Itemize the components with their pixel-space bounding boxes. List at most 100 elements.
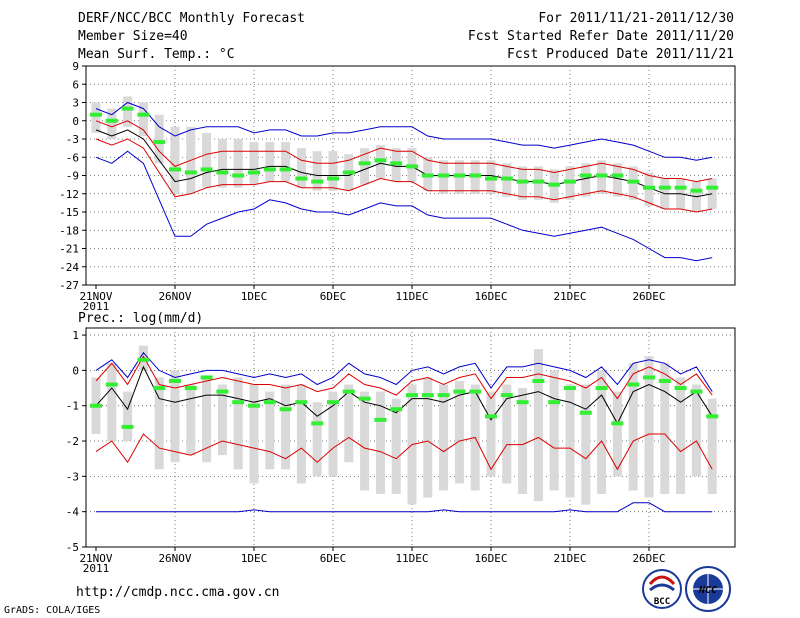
precip-median-mark (248, 403, 260, 408)
precip-median-mark (137, 357, 150, 362)
temp-std-upper-line (95, 120, 713, 183)
precip-panel-title: Prec.: log(mm/d) (78, 311, 203, 326)
temp-xtick-label: 26DEC (632, 290, 665, 303)
temp-median-mark (421, 173, 434, 178)
temp-median-mark (500, 176, 513, 181)
precip-median-mark (500, 393, 513, 398)
precip-ytick-label: -5 (66, 541, 79, 554)
precip-spread-box (439, 384, 449, 491)
temp-median-mark (643, 185, 655, 190)
precip-spread-box (644, 356, 654, 498)
precip-ytick-label: -3 (66, 470, 79, 483)
precip-xtick-label: 21NOV (79, 552, 112, 565)
precip-spread-box (217, 384, 227, 456)
precip-spread-box (296, 384, 306, 484)
temp-xtick-label: 16DEC (474, 290, 507, 303)
precip-panel-frame (85, 327, 736, 548)
precip-spread-box (312, 402, 322, 477)
precip-median-mark (295, 400, 308, 405)
temp-xtick-label: 26NOV (158, 290, 191, 303)
temperature-marks (90, 96, 719, 262)
precip-spread-box (391, 398, 401, 495)
precip-xtick-label: 21DEC (553, 552, 586, 565)
precip-median-mark (406, 393, 418, 398)
precip-median-mark (516, 400, 529, 405)
temp-spread-box (233, 139, 243, 188)
temp-median-mark (358, 161, 371, 166)
precip-std-upper-line (95, 355, 713, 400)
temp-xtick-year: 2011 (83, 300, 110, 313)
bcc-logo: BCC (642, 569, 682, 609)
precip-median-mark (611, 421, 624, 426)
precip-median-mark (153, 386, 166, 391)
ncc-logo-label: NCC (698, 585, 717, 596)
precip-median-mark (469, 389, 482, 394)
precip-median-mark (579, 410, 592, 415)
temp-spread-box (123, 96, 133, 127)
forecast-period: For 2011/11/21-2011/12/30 (538, 11, 734, 26)
precip-spread-box (518, 388, 528, 495)
temp-ytick-label: -6 (66, 151, 79, 164)
precip-median-mark (232, 400, 245, 405)
precip-spread-box (707, 398, 717, 495)
precip-spread-box (265, 391, 275, 470)
precip-median-mark (658, 378, 671, 383)
temp-median-mark (674, 185, 687, 190)
precip-ytick-label: -1 (66, 400, 79, 413)
temp-median-mark (579, 173, 592, 178)
precip-spread-box (581, 384, 591, 505)
precip-max-line (95, 351, 713, 392)
temp-median-mark (437, 173, 450, 178)
temp-median-mark (105, 118, 118, 123)
temp-median-mark (263, 167, 276, 172)
temperature-x-axis: 21NOV 26NOV 1DEC 6DEC 11DEC 16DEC 21DEC 26DEC 20… (79, 285, 666, 313)
precip-median-mark (690, 389, 703, 394)
precip-ytick-label: -4 (66, 506, 80, 519)
precip-spread-box (597, 370, 607, 495)
temp-median-mark (390, 161, 403, 166)
precip-std-lower-line (95, 433, 713, 471)
precip-spread-box (676, 377, 686, 495)
precip-xtick-label: 6DEC (320, 552, 347, 565)
temp-ytick-label: 6 (72, 78, 79, 91)
temp-median-mark (706, 185, 719, 190)
precip-marks (90, 345, 719, 513)
precip-xtick-label: 11DEC (395, 552, 428, 565)
precip-xtick-label: 1DEC (241, 552, 268, 565)
temp-median-mark (453, 173, 466, 178)
precip-spread-box (107, 363, 117, 442)
precip-spread-box (502, 384, 512, 484)
precip-median-mark (643, 375, 655, 380)
precip-median-mark (311, 421, 324, 426)
temp-median-mark (374, 158, 387, 163)
temp-ytick-label: -18 (59, 224, 79, 237)
temp-median-mark (248, 170, 260, 175)
temp-median-mark (311, 179, 324, 184)
precip-spread-box (170, 370, 180, 463)
temperature-panel: 9 6 3 0 -3 -6 -9 -12 -15 -18 -21 -24 -27 21NOV 26NOV 1… (59, 60, 736, 313)
precip-median-mark (595, 386, 608, 391)
temp-ytick-label: -3 (66, 133, 79, 146)
precip-xtick-label: 26NOV (158, 552, 191, 565)
temp-median-mark (469, 173, 482, 178)
temp-median-mark (169, 167, 181, 172)
temp-ytick-label: 3 (72, 97, 79, 110)
temp-median-mark (342, 170, 355, 175)
precip-ytick-label: -2 (66, 435, 79, 448)
temp-median-mark (295, 176, 308, 181)
member-size: Member Size=40 (78, 29, 188, 44)
temp-ytick-label: -12 (59, 188, 79, 201)
temp-median-mark (532, 179, 545, 184)
precip-spread-box (486, 391, 496, 477)
temp-median-mark (548, 182, 561, 187)
precip-median-mark (627, 382, 640, 387)
precip-x-axis: 21NOV 26NOV 1DEC 6DEC 11DEC 16DEC 21DEC 26DEC 20… (79, 547, 666, 575)
temp-spread-box (202, 132, 212, 188)
precip-spread-box (533, 349, 543, 502)
temp-median-mark (137, 112, 150, 117)
temp-spread-box (265, 142, 275, 182)
temp-median-mark (627, 179, 640, 184)
temp-median-mark (564, 179, 576, 184)
precip-median-mark (216, 389, 229, 394)
